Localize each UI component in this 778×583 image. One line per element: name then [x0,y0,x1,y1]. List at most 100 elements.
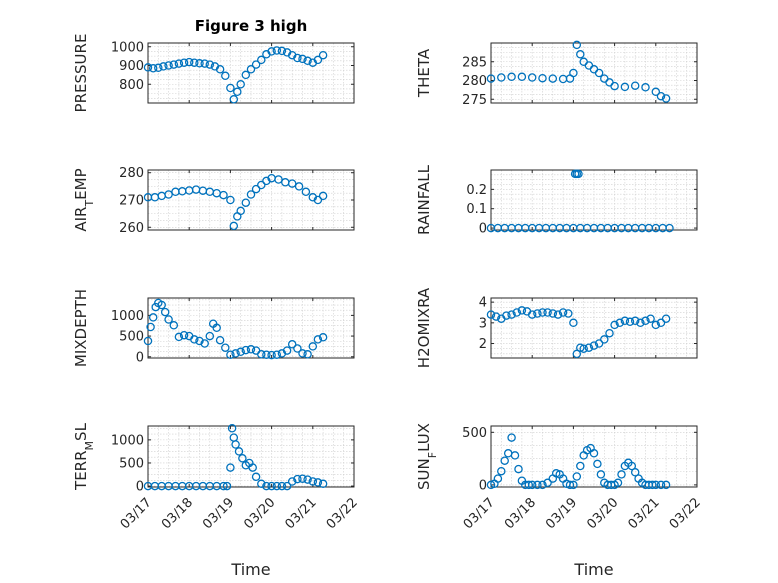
data-point [636,318,645,328]
data-point [272,46,282,55]
y-tick-label: 0 [479,478,487,493]
data-point [551,469,561,478]
x-tick-label: 03/17 [461,495,498,532]
data-point [527,480,537,490]
data-point [215,65,225,74]
data-point [646,314,655,323]
data-point [298,349,307,358]
data-point [656,318,666,328]
data-point [620,316,630,326]
y-tick-label: 280 [119,166,144,181]
data-point [272,350,282,359]
data-point [303,350,312,359]
grid [147,298,355,358]
data-point [641,83,650,92]
data-point [190,335,199,344]
data-point [308,477,318,486]
y-tick-label: 2 [479,337,487,352]
data-point [538,308,547,317]
data-point [262,481,271,491]
data-point [267,481,276,491]
data-point [497,73,506,82]
data-point [527,73,537,82]
subplot-rainfall: 0 0.1 0.2 RAINFALL [415,164,698,237]
data-point [257,180,266,190]
grid [147,43,355,104]
data-point [313,195,323,205]
data-point [569,318,578,328]
y-tick-label: 285 [462,55,487,70]
data-point [538,73,547,83]
data-point [282,346,292,355]
data-point [231,349,240,358]
data-point [572,40,582,50]
data-point [507,310,516,319]
data-point [287,340,297,349]
y-tick-label: 0.1 [466,202,487,217]
y-axis-label: SUNFLUX [415,423,439,490]
y-tick-label: 3 [479,316,487,331]
data-point [527,310,537,319]
data-point [251,472,261,482]
data-point [617,470,626,479]
data-point [277,46,287,56]
data-point [486,310,496,319]
x-tick-label: 03/22 [667,495,704,532]
data-point [303,56,312,66]
data-point [157,300,166,310]
data-point [226,195,235,205]
data-point [154,63,163,73]
data-point [221,343,230,352]
series-h2omixra [486,306,671,359]
data-point [195,336,204,346]
x-axis-label-left: Time [230,560,270,579]
subplot-mixdepth: 0 500 1000 MIXDEPTH [72,289,355,367]
data-point [610,320,619,330]
x-tick-label: 03/21 [626,495,663,532]
data-point [229,221,239,231]
data-point [313,55,323,65]
y-tick-label: 900 [119,59,144,74]
data-point [543,478,552,488]
data-point [148,64,158,73]
data-point [620,82,630,92]
data-point [651,480,661,490]
data-point [298,474,307,483]
data-point [318,479,328,489]
data-point [313,335,323,344]
data-point [195,59,204,68]
data-point [517,306,527,315]
data-point [200,339,209,348]
data-point [493,474,503,483]
data-point [234,447,244,456]
y-tick-label: 0 [136,480,144,495]
data-point [257,55,266,65]
data-point [318,333,328,342]
series-mixdepth [143,298,328,360]
data-point [205,331,215,341]
data-point [236,80,245,89]
subplot-sun-flux: 0 500 03/17 03/18 03/19 03/20 03/21 03/22 SUNFLU… [415,423,704,532]
data-point [318,50,328,60]
data-point [533,309,542,318]
data-point [219,190,228,200]
data-point [579,344,588,353]
data-point [565,480,575,490]
y-tick-label: 280 [462,74,487,89]
data-point [533,480,542,490]
data-point [241,70,251,80]
y-tick-label: 270 [119,194,144,209]
data-point [236,206,245,216]
data-point [517,72,527,82]
data-point [262,350,271,359]
data-point [215,335,225,345]
data-point [159,62,168,71]
data-point [226,83,235,93]
x-tick-label: 03/19 [543,495,580,532]
data-point [272,481,282,491]
data-point [233,87,242,97]
data-point [301,187,311,197]
data-point [538,480,547,490]
x-tick-label: 03/21 [283,495,320,532]
